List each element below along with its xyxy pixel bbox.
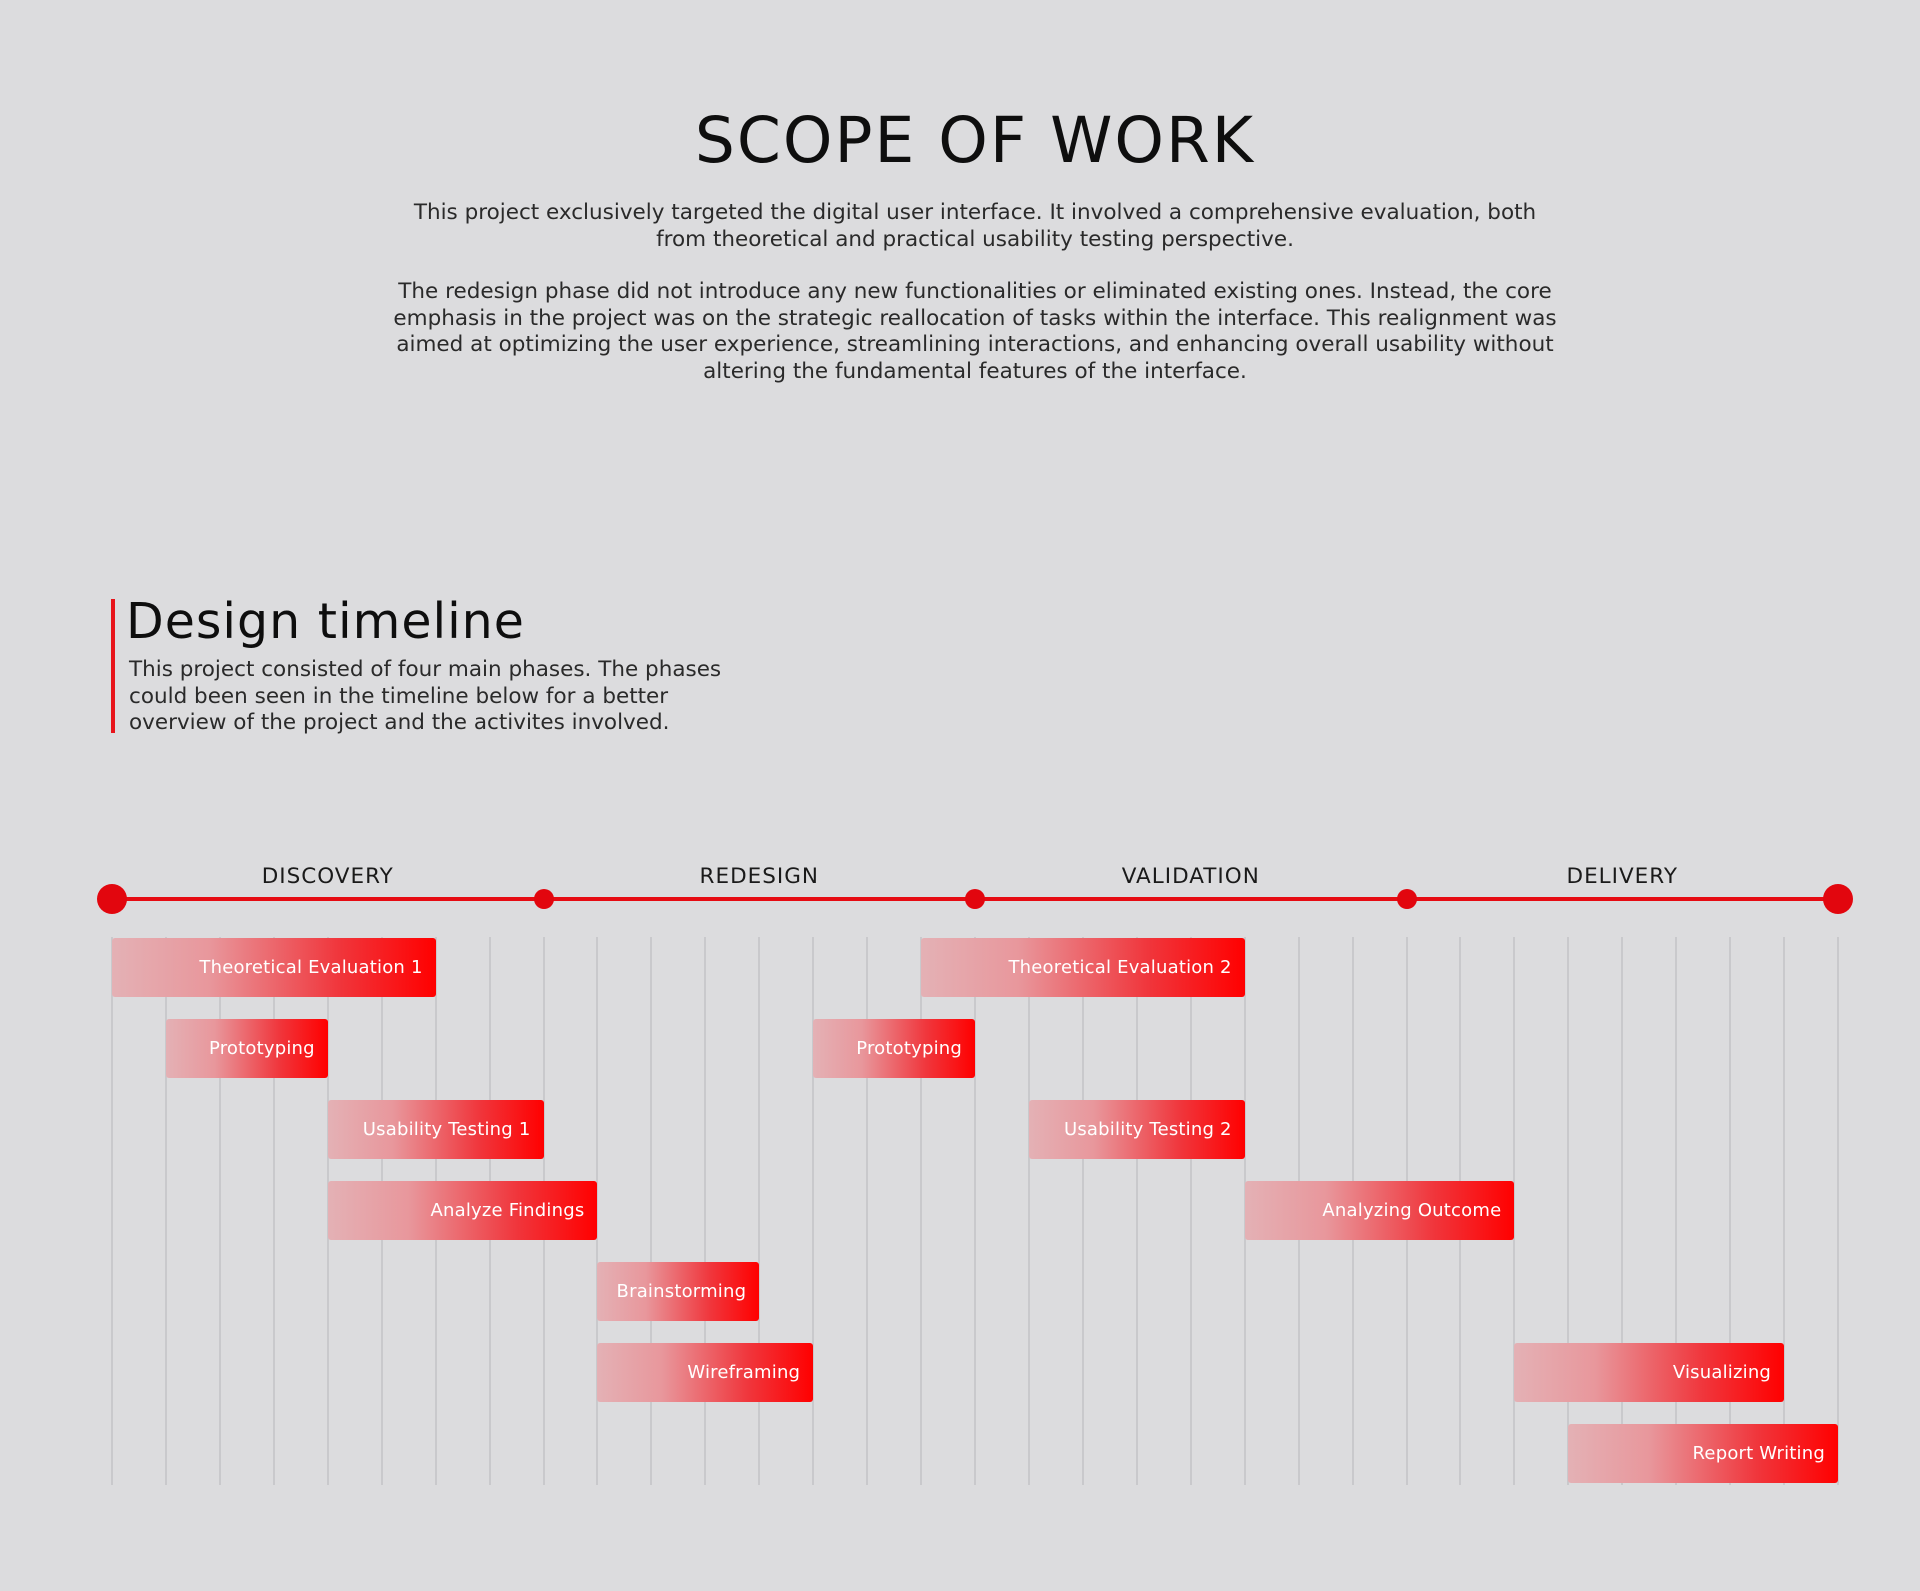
- phase-label: REDESIGN: [699, 864, 819, 889]
- timeline-heading-block: Design timeline This project consisted o…: [111, 593, 775, 735]
- milestone-dot: [965, 889, 985, 909]
- timeline-description: This project consisted of four main phas…: [129, 657, 722, 735]
- grid-line: [1837, 937, 1839, 1485]
- task-bar: Theoretical Evaluation 1: [112, 938, 436, 997]
- grid-line: [164, 937, 167, 1485]
- task-bar: Analyze Findings: [327, 1181, 598, 1240]
- grid-line: [596, 937, 599, 1485]
- grid-line: [111, 937, 113, 1485]
- task-bar: Visualizing: [1514, 1343, 1785, 1402]
- grid-line: [920, 937, 923, 1485]
- grid-line: [1135, 937, 1138, 1485]
- grid-line: [1027, 937, 1030, 1485]
- phase-label: DELIVERY: [1566, 864, 1678, 889]
- milestone-dot: [533, 889, 554, 909]
- scope-description: This project exclusively targeted the di…: [390, 200, 1560, 411]
- grid-line: [758, 937, 761, 1485]
- grid-line: [1621, 937, 1624, 1485]
- scope-paragraph-2: The redesign phase did not introduce any…: [393, 279, 1557, 384]
- grid-line: [1675, 937, 1678, 1485]
- grid-line: [650, 937, 653, 1485]
- phase-label: VALIDATION: [1121, 864, 1260, 889]
- scope-title: SCOPE OF WORK: [694, 104, 1256, 177]
- milestone-end-dot: [1823, 884, 1853, 914]
- grid-line: [218, 937, 221, 1485]
- grid-line: [272, 937, 275, 1485]
- grid-line: [704, 937, 707, 1485]
- task-bar: Usability Testing 1: [327, 1100, 544, 1159]
- task-bar: Prototyping: [165, 1019, 328, 1078]
- grid-line: [1081, 937, 1084, 1485]
- grid-line: [1729, 937, 1732, 1485]
- grid-line: [1567, 937, 1570, 1485]
- grid-line: [1189, 937, 1192, 1485]
- grid-line: [1513, 937, 1516, 1485]
- task-bar: Brainstorming: [597, 1262, 760, 1321]
- scope-paragraph-1: This project exclusively targeted the di…: [413, 200, 1537, 252]
- phase-label: DISCOVERY: [261, 864, 394, 889]
- grid-line: [974, 937, 976, 1485]
- task-bar: Theoretical Evaluation 2: [921, 938, 1245, 997]
- grid-line: [812, 937, 815, 1485]
- task-bar: Usability Testing 2: [1028, 1100, 1245, 1159]
- task-bar: Wireframing: [597, 1343, 814, 1402]
- timeline-title: Design timeline: [126, 593, 525, 650]
- grid-line: [1783, 937, 1786, 1485]
- task-bar: Prototyping: [813, 1019, 975, 1078]
- grid-line: [866, 937, 869, 1485]
- task-bar: Analyzing Outcome: [1244, 1181, 1515, 1240]
- milestone-dot: [1396, 889, 1417, 909]
- task-bar: Report Writing: [1568, 1424, 1838, 1483]
- milestone-end-dot: [97, 884, 127, 914]
